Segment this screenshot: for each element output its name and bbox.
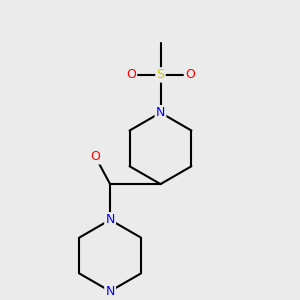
Text: N: N [105, 285, 115, 298]
Text: O: O [126, 68, 136, 81]
Text: O: O [91, 150, 100, 163]
Text: O: O [185, 68, 195, 81]
Text: N: N [156, 106, 165, 119]
Text: N: N [105, 213, 115, 226]
Text: S: S [157, 68, 164, 81]
